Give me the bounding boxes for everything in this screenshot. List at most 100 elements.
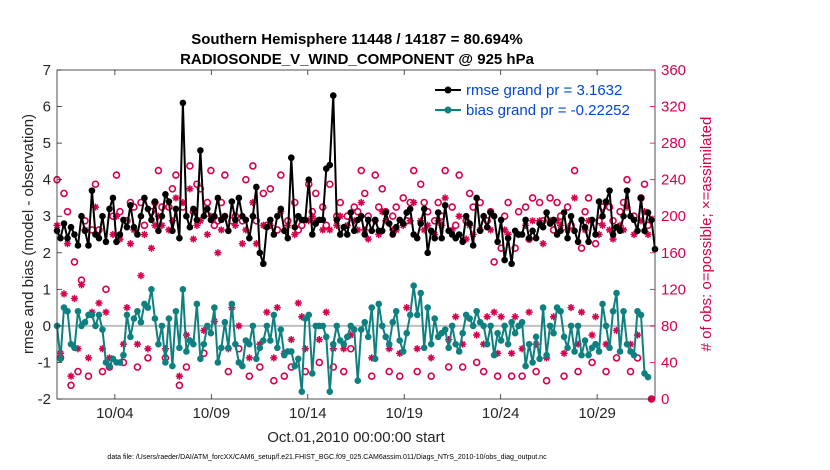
y-right-tick-label: 200 [661, 208, 686, 225]
bias-point [403, 329, 411, 337]
rmse-point [228, 198, 236, 205]
obs-assimilated-point [196, 217, 204, 225]
obs-possible-point [514, 207, 523, 216]
obs-assimilated-point [161, 345, 170, 353]
rmse-point [151, 198, 159, 205]
rmse-point [99, 212, 106, 220]
rmse-point [155, 227, 162, 235]
obs-assimilated-point [140, 230, 149, 239]
rmse-point [616, 227, 624, 235]
bias-point [277, 326, 285, 333]
rmse-point [413, 234, 421, 242]
obs-possible-point [427, 372, 435, 380]
rmse-point [214, 194, 222, 202]
obs-possible-point [91, 180, 100, 189]
obs-possible-point [465, 189, 474, 198]
bias-point [165, 315, 173, 322]
obs-possible-point [311, 189, 320, 198]
rmse-point [434, 209, 442, 216]
rmse-point [235, 194, 243, 202]
bias-point [459, 329, 466, 337]
rmse-point [473, 194, 480, 202]
obs-assimilated-point [70, 294, 79, 303]
obs-assimilated-point [123, 304, 131, 312]
y-tick-label: 0 [43, 318, 51, 335]
obs-assimilated-point [459, 340, 467, 348]
bias-point [480, 322, 487, 330]
obs-assimilated-point [357, 198, 365, 207]
obs-possible-point [266, 185, 275, 193]
obs-possible-point [350, 203, 359, 211]
obs-assimilated-point [382, 217, 390, 225]
bias-point [274, 344, 281, 352]
obs-possible-point [325, 180, 334, 189]
obs-assimilated-point [490, 308, 498, 316]
rmse-point [606, 187, 613, 194]
obs-assimilated-point [483, 313, 491, 321]
rmse-point [340, 223, 348, 231]
bias-point [120, 351, 127, 359]
rmse-point [501, 256, 508, 264]
rmse-point [281, 227, 288, 235]
bias-point [298, 388, 306, 395]
bias-point [511, 329, 519, 337]
rmse-point [284, 234, 292, 242]
rmse-point [637, 194, 645, 202]
bias-point [263, 322, 271, 330]
rmse-point [599, 212, 606, 220]
obs-assimilated-point [403, 304, 411, 312]
x-tick-label: 10/24 [482, 405, 520, 422]
y-right-tick-label: 120 [661, 281, 686, 298]
rmse-point [602, 198, 610, 205]
rmse-point [431, 234, 438, 242]
obs-possible-point [329, 363, 338, 371]
obs-assimilated-point [511, 313, 519, 321]
rmse-point [634, 227, 641, 235]
rmse-point [71, 231, 78, 238]
y-right-tick-label: 160 [661, 245, 686, 262]
obs-assimilated-point [410, 198, 418, 207]
obs-assimilated-point [319, 226, 327, 234]
obs-assimilated-point [455, 212, 463, 220]
bias-point [326, 388, 334, 395]
obs-possible-point [640, 180, 649, 189]
bias-point [441, 326, 449, 333]
obs-assimilated-point [116, 235, 124, 243]
bias-point [204, 322, 211, 330]
obs-assimilated-point [263, 308, 271, 316]
rmse-point [382, 209, 390, 216]
obs-assimilated-point [350, 217, 358, 225]
bias-point [179, 286, 187, 293]
bias-point [469, 322, 477, 330]
obs-possible-point [280, 372, 289, 380]
obs-possible-point [186, 162, 194, 170]
rmse-point [508, 260, 515, 268]
rmse-point [200, 212, 208, 220]
obs-assimilated-point [151, 221, 159, 229]
rmse-point [343, 231, 351, 238]
obs-assimilated-point [427, 354, 435, 362]
plot-area: -2 -1 0 1 2 3 4 5 6 7 0 40 80 120 160 200 240 280 320 360 10… [38, 62, 686, 422]
bias-point [609, 307, 617, 315]
rmse-point [165, 198, 173, 205]
rmse-point [127, 201, 134, 209]
obs-possible-point [60, 189, 68, 198]
rmse-point [197, 147, 204, 154]
obs-possible-point [290, 198, 299, 207]
rmse-point [560, 209, 568, 216]
bias-point [564, 344, 571, 352]
rmse-point [319, 216, 327, 224]
obs-possible-point [70, 258, 79, 266]
bias-point [532, 333, 540, 341]
obs-possible-point [434, 198, 442, 207]
bias-point [494, 329, 501, 337]
obs-possible-point [441, 166, 449, 175]
obs-possible-point [563, 203, 572, 211]
rmse-point [557, 227, 564, 235]
obs-assimilated-point [452, 313, 460, 321]
rmse-point [85, 242, 92, 249]
y-right-tick-label: 240 [661, 172, 686, 189]
bias-point [473, 307, 480, 315]
bias-point [413, 311, 421, 319]
